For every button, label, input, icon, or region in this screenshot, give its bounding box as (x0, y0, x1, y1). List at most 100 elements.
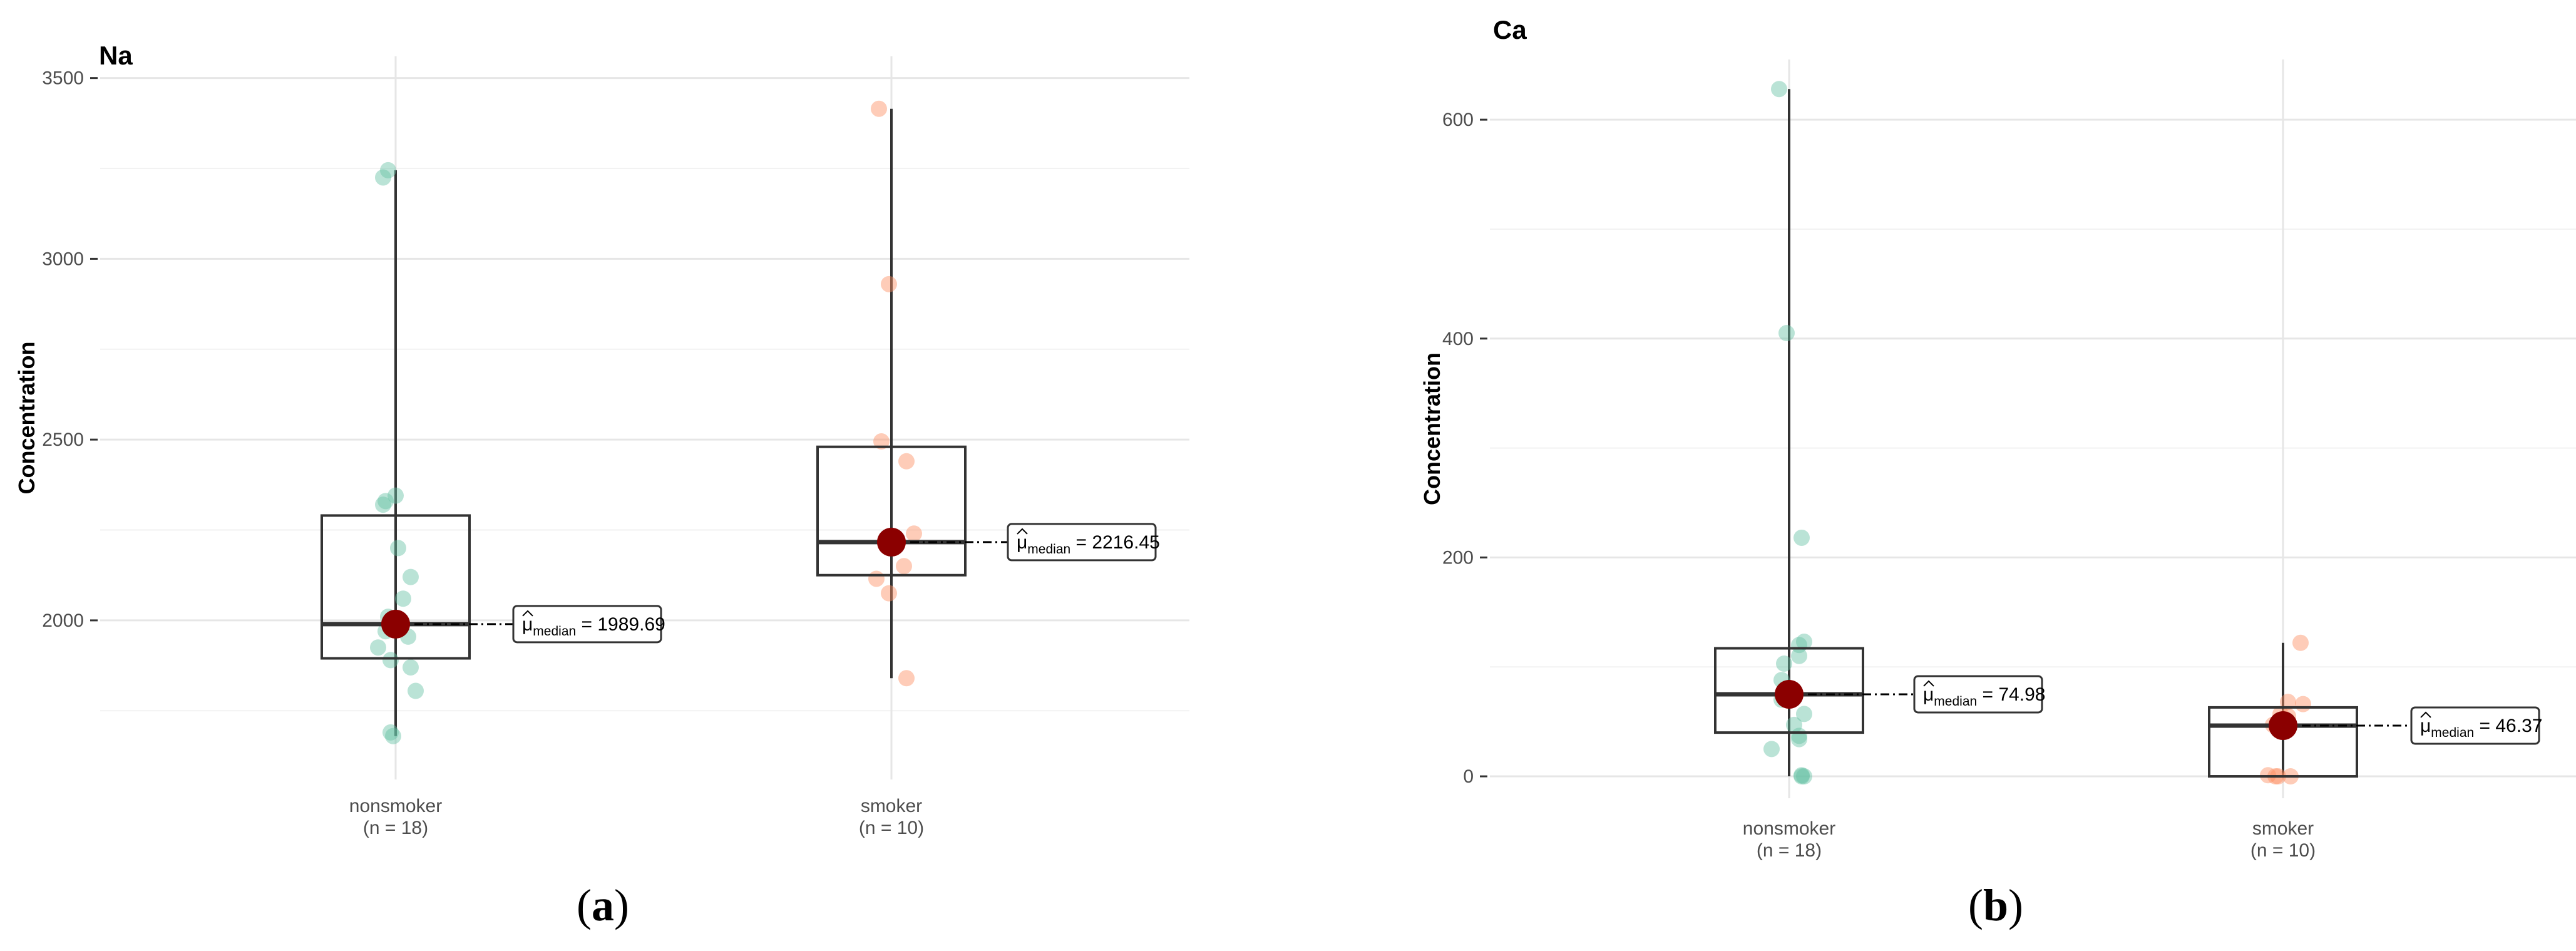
x-category-label: smoker (861, 796, 922, 816)
mu-symbol: μ (522, 614, 533, 635)
mu-symbol: μ (1923, 684, 1934, 705)
median-subscript: median (533, 624, 576, 639)
data-point (1791, 647, 1807, 664)
y-tick-label: 0 (1463, 766, 1474, 787)
data-point (1778, 325, 1795, 342)
mu-symbol: μ (2420, 716, 2431, 736)
panel-label-close-paren: ) (614, 880, 629, 930)
data-point (408, 682, 424, 699)
iqr-box (816, 445, 967, 577)
annotation-box (512, 605, 662, 644)
median-value: = 46.37 (2474, 716, 2542, 736)
data-point (375, 169, 391, 186)
y-tick-label: 600 (1442, 110, 1474, 130)
y-axis-label: Concentration (14, 341, 39, 494)
data-point (1793, 768, 1810, 785)
y-tick-label: 2000 (42, 610, 84, 631)
category-smoker: μmedian = 2216.45 smoker(n = 10) (816, 100, 1160, 838)
y-tick-label: 2500 (42, 429, 84, 450)
data-point (898, 453, 915, 470)
annotation-text: μmedian = 74.98 (1923, 684, 2045, 709)
data-point (881, 275, 897, 292)
median-point (877, 527, 906, 557)
panel-label: (a) (577, 880, 629, 930)
panel-label-open-paren: ( (1968, 880, 1983, 930)
median-annotation-label: μmedian = 74.98 (1913, 675, 2045, 714)
data-point (881, 585, 897, 602)
data-point (385, 727, 401, 744)
data-point (898, 670, 915, 687)
x-category-label: nonsmoker (1743, 818, 1835, 839)
panel-label-open-paren: ( (577, 880, 592, 930)
panel-label-close-paren: ) (2008, 880, 2023, 930)
data-point (1793, 767, 1810, 784)
data-point (387, 487, 404, 504)
data-point (1793, 529, 1810, 546)
data-point (382, 652, 399, 669)
median-subscript: median (2431, 726, 2474, 740)
chart-title: Na (99, 41, 133, 70)
data-point (377, 493, 394, 510)
data-point (1796, 634, 1812, 650)
median-annotation-label: μmedian = 2216.45 (1007, 523, 1160, 562)
y-tick-label: 3500 (42, 68, 84, 89)
median-point (2269, 711, 2297, 740)
y-tick-label: 400 (1442, 329, 1474, 349)
data-point (382, 724, 399, 741)
iqr-box (321, 514, 471, 660)
chart-title: Ca (1493, 15, 1527, 44)
y-axis-label: Concentration (1419, 352, 1445, 505)
data-point (390, 540, 406, 557)
x-category-count: (n = 18) (363, 818, 428, 838)
data-point (871, 100, 887, 117)
panel-label-letter: b (1983, 880, 2008, 930)
data-point (2280, 694, 2296, 711)
data-point (1796, 706, 1812, 722)
median-value: = 2216.45 (1070, 532, 1160, 553)
mu-symbol: μ (1017, 532, 1027, 553)
x-category-count: (n = 18) (1757, 840, 1822, 861)
category-smoker: μmedian = 46.37 smoker(n = 10) (2208, 634, 2542, 861)
median-subscript: median (1027, 542, 1070, 557)
median-point (1775, 679, 1804, 709)
data-point (896, 558, 912, 575)
data-point (375, 496, 391, 513)
data-point (2295, 696, 2311, 712)
annotation-box (1913, 675, 2043, 714)
data-point (403, 568, 419, 585)
category-nonsmoker: μmedian = 1989.69 nonsmoker(n = 18) (321, 162, 665, 838)
data-point (370, 639, 386, 656)
y-tick-label: 200 (1442, 547, 1474, 568)
data-point (395, 590, 411, 607)
median-value: = 1989.69 (576, 614, 665, 635)
annotation-text: μmedian = 46.37 (2420, 716, 2542, 740)
x-category-label: smoker (2252, 818, 2314, 839)
data-point (380, 162, 396, 178)
data-point (1791, 731, 1807, 748)
category-nonsmoker: μmedian = 74.98 nonsmoker(n = 18) (1714, 81, 2045, 861)
median-subscript: median (1934, 694, 1977, 709)
annotation-box (2410, 706, 2540, 745)
iqr-box (2208, 706, 2358, 778)
data-point (1776, 655, 1792, 672)
data-point (403, 659, 419, 676)
x-category-count: (n = 10) (2250, 840, 2316, 861)
median-annotation-label: μmedian = 1989.69 (512, 605, 665, 644)
hat-accent (1017, 528, 1028, 535)
annotation-text: μmedian = 2216.45 (1017, 532, 1160, 557)
median-point (381, 609, 410, 639)
annotation-text: μmedian = 1989.69 (522, 614, 665, 639)
data-point (1786, 716, 1802, 733)
data-point (868, 570, 885, 587)
median-value: = 74.98 (1977, 684, 2045, 705)
data-point (1771, 81, 1787, 98)
median-annotation-label: μmedian = 46.37 (2410, 706, 2542, 745)
hat-accent (1923, 680, 1934, 687)
data-point (1796, 768, 1812, 785)
x-category-label: nonsmoker (349, 796, 442, 816)
data-point (873, 433, 890, 450)
data-point (906, 525, 922, 542)
x-category-count: (n = 10) (859, 818, 924, 838)
